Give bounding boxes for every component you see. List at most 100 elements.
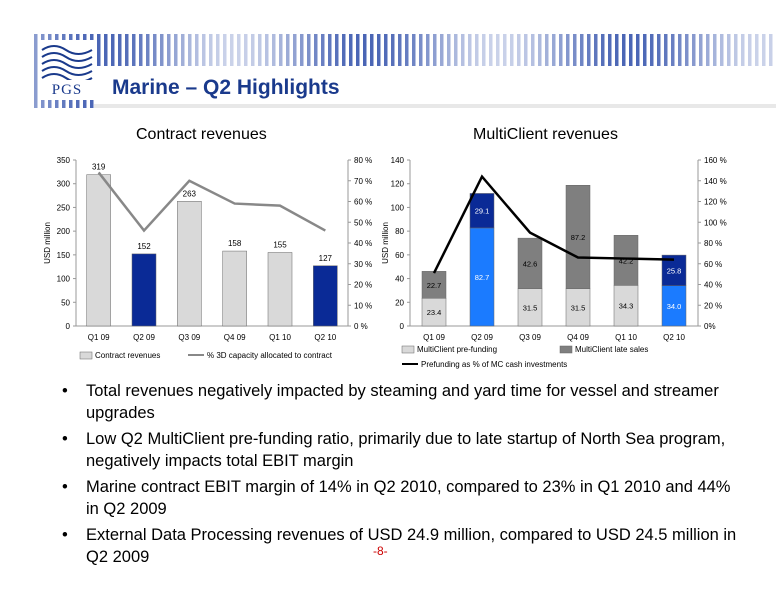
bullet-item: • External Data Processing revenues of US… xyxy=(62,524,742,568)
prefunding-data-label: 34.3 xyxy=(619,302,634,311)
logo-text: PGS xyxy=(51,82,83,98)
x-tick-label: Q1 09 xyxy=(88,333,110,342)
x-tick-label: Q3 09 xyxy=(178,333,200,342)
bullet-list: • Total revenues negatively impacted by s… xyxy=(62,380,742,572)
y2-tick-label: 140 % xyxy=(704,177,727,186)
prefunding-data-label: 31.5 xyxy=(571,303,586,312)
chart-2-title: MultiClient revenues xyxy=(473,126,618,143)
y2-tick-label: 160 % xyxy=(704,156,727,165)
bar-data-label: 127 xyxy=(319,254,333,263)
late-sales-bar-segment xyxy=(613,235,639,286)
y2-tick-label: 100 % xyxy=(704,218,727,227)
y-tick-label: 0 xyxy=(400,322,405,331)
contract-revenues-chart: 0 50 100 150 200 250 300 350 0 % 10 % 20 % 30 % 40 %… xyxy=(43,156,372,360)
title-underline xyxy=(94,104,776,108)
y2-tick-label: 80 % xyxy=(354,156,372,165)
chart-1-title: Contract revenues xyxy=(136,126,267,143)
contract-revenue-bar xyxy=(86,174,111,327)
bullet-text: Total revenues negatively impacted by st… xyxy=(86,382,719,422)
y2-tick-label: 70 % xyxy=(354,177,372,186)
prefunding-bar-segment xyxy=(565,288,591,327)
y-tick-label: 80 xyxy=(395,227,404,236)
prefunding-data-label: 34.0 xyxy=(667,302,682,311)
contract-revenue-bar xyxy=(313,265,338,327)
pgs-logo xyxy=(40,40,94,100)
late-sales-data-label: 87.2 xyxy=(571,233,586,242)
prefunding-data-label: 82.7 xyxy=(475,273,490,282)
bar-data-label: 152 xyxy=(137,242,151,251)
legend-swatch-prefunding xyxy=(401,345,415,354)
y2-tick-label: 30 % xyxy=(354,260,372,269)
y-axis-label: USD million xyxy=(43,222,52,264)
y-tick-label: 300 xyxy=(57,180,71,189)
legend-swatch-late-sales xyxy=(559,345,573,354)
y2-tick-label: 0 % xyxy=(354,322,368,331)
page-title: Marine – Q2 Highlights xyxy=(112,76,340,99)
y2-tick-label: 10 % xyxy=(354,301,372,310)
prefunding-bar-segment xyxy=(661,285,687,327)
page-number: -8- xyxy=(373,544,388,558)
legend-label-capacity: % 3D capacity allocated to contract xyxy=(207,351,333,360)
late-sales-data-label: 42.6 xyxy=(523,259,538,268)
y2-tick-label: 60 % xyxy=(354,198,372,207)
y-tick-label: 150 xyxy=(57,251,71,260)
bullet-item: • Total revenues negatively impacted by s… xyxy=(62,380,742,424)
y2-tick-label: 120 % xyxy=(704,198,727,207)
y2-tick-label: 20 % xyxy=(354,281,372,290)
late-sales-data-label: 22.7 xyxy=(427,281,442,290)
y-tick-label: 50 xyxy=(61,298,70,307)
y2-tick-label: 50 % xyxy=(354,218,372,227)
x-tick-label: Q4 09 xyxy=(567,333,589,342)
y2-tick-label: 40 % xyxy=(354,239,372,248)
x-tick-label: Q2 10 xyxy=(314,333,336,342)
legend-label-ratio: Prefunding as % of MC cash investments xyxy=(421,360,567,369)
bar-data-label: 319 xyxy=(92,163,106,172)
legend-label-late-sales: MultiClient late sales xyxy=(575,345,648,354)
legend-label-contract: Contract revenues xyxy=(95,351,160,360)
contract-revenue-bar xyxy=(222,250,247,327)
y-tick-label: 200 xyxy=(57,227,71,236)
bullet-dot-icon: • xyxy=(62,526,68,544)
bar-data-label: 155 xyxy=(273,240,287,249)
y-tick-label: 0 xyxy=(66,322,71,331)
bullet-item: • Low Q2 MultiClient pre-funding ratio, p… xyxy=(62,428,742,472)
prefunding-data-label: 23.4 xyxy=(427,308,442,317)
bullet-text: External Data Processing revenues of USD… xyxy=(86,526,737,566)
y-tick-label: 250 xyxy=(57,203,71,212)
prefunding-bar-segment xyxy=(613,285,639,327)
bullet-dot-icon: • xyxy=(62,430,68,448)
prefunding-data-label: 31.5 xyxy=(523,303,538,312)
y2-tick-label: 20 % xyxy=(704,301,722,310)
late-sales-data-label: 42.2 xyxy=(619,256,634,265)
y2-tick-label: 60 % xyxy=(704,260,722,269)
bar-data-label: 158 xyxy=(228,239,242,248)
x-tick-label: Q2 10 xyxy=(663,333,685,342)
prefunding-bar-segment xyxy=(469,227,495,327)
logo-waves-icon xyxy=(41,45,93,83)
prefunding-ratio-line xyxy=(432,174,675,274)
late-sales-bar-segment xyxy=(517,237,543,289)
contract-revenue-bar xyxy=(131,253,157,327)
late-sales-bar-segment xyxy=(421,271,447,299)
banner-stripe xyxy=(34,34,38,108)
y-tick-label: 40 xyxy=(395,275,404,284)
x-tick-label: Q3 09 xyxy=(519,333,541,342)
title-area-bg xyxy=(94,66,776,108)
late-sales-bar-segment xyxy=(565,185,591,289)
y2-tick-label: 80 % xyxy=(704,239,722,248)
y2-tick-label: 40 % xyxy=(704,281,722,290)
multiclient-revenues-chart: 0 20 40 60 80 100 120 140 0% 20 % 40 % 60 % 80 % 100 … xyxy=(381,156,727,369)
contract-revenue-bar xyxy=(267,252,293,327)
x-tick-label: Q1 10 xyxy=(269,333,291,342)
capacity-line xyxy=(97,171,326,233)
legend-label-prefunding: MultiClient pre-funding xyxy=(417,345,497,354)
late-sales-bar-segment xyxy=(469,193,495,229)
y-tick-label: 60 xyxy=(395,251,404,260)
prefunding-bar-segment xyxy=(421,298,447,327)
y-tick-label: 100 xyxy=(391,203,405,212)
contract-revenue-bar xyxy=(177,201,202,327)
late-sales-data-label: 29.1 xyxy=(475,207,490,216)
y-tick-label: 350 xyxy=(57,156,71,165)
bullet-item: • Marine contract EBIT margin of 14% in Q… xyxy=(62,476,742,520)
x-tick-label: Q1 09 xyxy=(423,333,445,342)
